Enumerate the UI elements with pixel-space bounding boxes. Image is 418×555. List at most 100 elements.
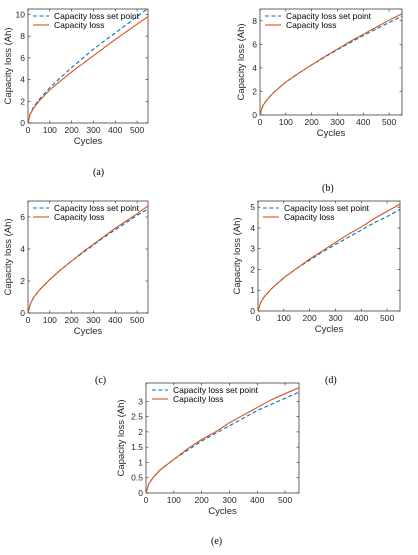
- capacity-loss-line: [27, 205, 149, 314]
- x-tick-label: 100: [43, 125, 57, 135]
- y-tick-label: 3: [250, 244, 255, 254]
- plot-area: [27, 8, 149, 124]
- x-tick-label: 400: [250, 495, 264, 505]
- legend-entry: Capacity loss: [286, 20, 337, 30]
- x-tick-label: 500: [130, 125, 144, 135]
- x-tick-label: 0: [256, 313, 261, 323]
- panel-2: 0 100 200 300 400 500 0 2 4 6 8 Cycles Capacity loss…: [236, 8, 403, 139]
- x-tick-label: 100: [277, 313, 291, 323]
- x-tick-label: 400: [108, 125, 122, 135]
- y-tick-label: 4: [250, 223, 255, 233]
- y-tick-label: 6: [252, 39, 257, 49]
- legend-entry: Capacity loss set point: [173, 385, 259, 395]
- panel-label-d: (d): [325, 375, 337, 386]
- y-tick-label: 1.5: [131, 442, 143, 452]
- y-tick-label: 2: [250, 264, 255, 274]
- panel-label-a: (a): [93, 167, 105, 178]
- legend-entry: Capacity loss set point: [286, 11, 372, 21]
- panel-label-b: (b): [322, 183, 334, 194]
- y-tick-label: 2: [20, 276, 25, 286]
- x-tick-label: 500: [380, 313, 394, 323]
- x-tick-label: 0: [26, 315, 31, 325]
- plot-area: [145, 382, 300, 494]
- y-axis-label: Capacity loss (Ah): [232, 217, 243, 294]
- set-point-line: [145, 391, 300, 494]
- y-tick-label: 4: [20, 244, 25, 254]
- legend-entry: Capacity loss: [284, 212, 335, 222]
- panel-label-c: (c): [95, 375, 107, 386]
- panel-4: 0 100 200 300 400 500 0 1 2 3 4 5 Cycles Capacity los…: [232, 200, 401, 335]
- y-tick-label: 0: [20, 308, 25, 318]
- panel-1: 0 100 200 300 400 500 0 2 4 6 8 10 Cycles Capacity lo…: [3, 8, 149, 147]
- capacity-loss-line: [27, 16, 149, 124]
- legend-entry: Capacity loss: [173, 394, 224, 404]
- x-axis-label: Cycles: [317, 128, 346, 139]
- y-tick-label: 2.5: [131, 412, 143, 422]
- legend-entry: Capacity loss: [54, 212, 105, 222]
- y-tick-label: 0.5: [131, 473, 143, 483]
- x-tick-label: 100: [279, 117, 293, 127]
- x-tick-label: 0: [258, 117, 263, 127]
- x-tick-label: 400: [356, 117, 370, 127]
- x-tick-label: 300: [86, 125, 100, 135]
- plot-area: [257, 200, 401, 312]
- y-axis-label: Capacity loss (Ah): [3, 218, 14, 295]
- capacity-loss-line: [259, 13, 403, 116]
- x-tick-label: 400: [354, 313, 368, 323]
- x-tick-label: 100: [167, 495, 181, 505]
- capacity-loss-line: [257, 203, 401, 312]
- y-tick-label: 2: [138, 427, 143, 437]
- x-tick-label: 200: [65, 125, 79, 135]
- y-tick-label: 0: [20, 118, 25, 128]
- x-tick-label: 300: [86, 315, 100, 325]
- x-tick-label: 100: [43, 315, 57, 325]
- x-tick-label: 200: [305, 117, 319, 127]
- x-tick-label: 500: [278, 495, 292, 505]
- y-tick-label: 1: [250, 285, 255, 295]
- x-tick-label: 0: [144, 495, 149, 505]
- y-tick-label: 10: [16, 9, 26, 19]
- y-tick-label: 6: [20, 212, 25, 222]
- x-tick-label: 500: [130, 315, 144, 325]
- y-tick-label: 0: [250, 306, 255, 316]
- x-tick-label: 200: [195, 495, 209, 505]
- x-tick-label: 400: [108, 315, 122, 325]
- x-tick-label: 300: [330, 117, 344, 127]
- y-tick-label: 8: [252, 16, 257, 26]
- y-tick-label: 5: [250, 202, 255, 212]
- y-tick-label: 0: [138, 488, 143, 498]
- x-tick-label: 200: [303, 313, 317, 323]
- y-axis-label: Capacity loss (Ah): [3, 27, 14, 104]
- x-axis-label: Cycles: [208, 506, 237, 517]
- y-axis-label: Capacity loss (Ah): [236, 23, 247, 100]
- x-axis-label: Cycles: [74, 326, 103, 337]
- y-tick-label: 6: [20, 53, 25, 63]
- y-tick-label: 4: [20, 75, 25, 85]
- x-tick-label: 0: [26, 125, 31, 135]
- x-tick-label: 200: [65, 315, 79, 325]
- y-tick-label: 4: [252, 63, 257, 73]
- x-tick-label: 300: [222, 495, 236, 505]
- y-tick-label: 8: [20, 31, 25, 41]
- legend-entry: Capacity loss: [54, 20, 105, 30]
- x-axis-label: Cycles: [315, 324, 344, 335]
- set-point-line: [257, 208, 401, 312]
- legend-entry: Capacity loss set point: [54, 203, 140, 213]
- y-tick-label: 1: [138, 457, 143, 467]
- legend-entry: Capacity loss set point: [54, 11, 140, 21]
- panel-5: 0 100 200 300 400 500 0 0.5 1 1.5 2 2.5 3 Cycles Capac…: [116, 382, 300, 517]
- legend-entry: Capacity loss set point: [284, 203, 370, 213]
- panel-3: 0 100 200 300 400 500 0 2 4 6 Cycles Capacity loss …: [3, 200, 149, 337]
- y-tick-label: 3: [138, 396, 143, 406]
- y-tick-label: 2: [252, 86, 257, 96]
- y-axis-label: Capacity loss (Ah): [116, 399, 127, 476]
- x-tick-label: 500: [382, 117, 396, 127]
- x-axis-label: Cycles: [74, 136, 103, 147]
- y-tick-label: 2: [20, 96, 25, 106]
